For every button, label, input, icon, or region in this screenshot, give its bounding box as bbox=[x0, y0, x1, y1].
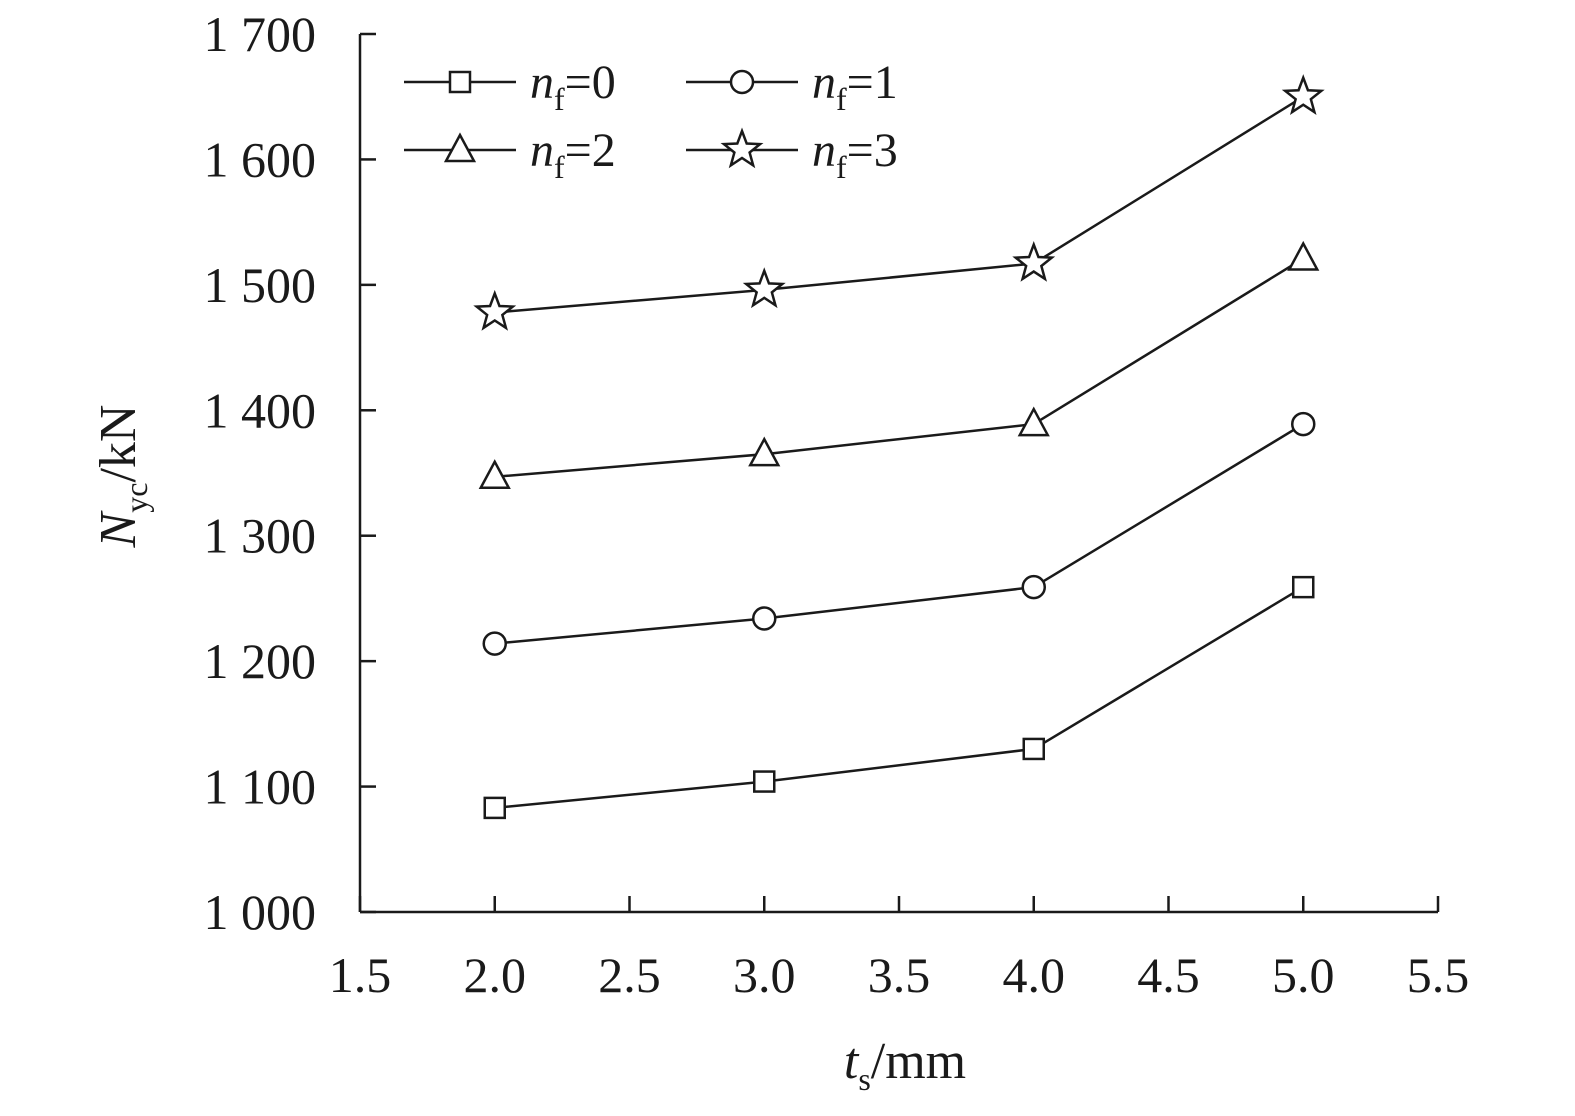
series-line bbox=[494, 257, 1304, 479]
legend-marker-triangle bbox=[443, 132, 477, 163]
x-tick-label: 4.5 bbox=[1137, 947, 1200, 1003]
data-point-star bbox=[473, 289, 517, 331]
data-point-square bbox=[483, 796, 506, 820]
axes bbox=[358, 34, 1438, 914]
y-tick-label: 1 300 bbox=[204, 508, 317, 564]
legend-marker-circle bbox=[729, 69, 755, 95]
data-point-triangle bbox=[748, 436, 781, 467]
x-tick-label: 4.0 bbox=[1003, 947, 1066, 1003]
data-point-circle bbox=[1021, 574, 1046, 600]
y-tick-label: 1 700 bbox=[204, 6, 317, 62]
legend-item: nf=2 bbox=[404, 124, 616, 185]
legend-marker-star bbox=[720, 127, 764, 169]
x-tick-label: 5.0 bbox=[1272, 947, 1335, 1003]
data-point-square bbox=[753, 770, 776, 793]
series-nf=0 bbox=[483, 575, 1315, 820]
data-point-triangle bbox=[1287, 240, 1320, 271]
legend-item: nf=3 bbox=[686, 124, 898, 185]
x-tick-label: 3.5 bbox=[868, 947, 931, 1003]
x-tick-label: 1.5 bbox=[329, 947, 392, 1003]
x-ticks: 1.5 2.0 2.5 3.0 3.5 4.0 4.5 5.0 5.5 bbox=[329, 896, 1470, 1003]
x-tick-label: 2.5 bbox=[598, 947, 661, 1003]
data-point-star bbox=[1012, 240, 1056, 282]
data-point-circle bbox=[482, 631, 507, 656]
legend: nf=0 nf=1 nf=2 nf=3 bbox=[404, 56, 898, 185]
series-nf=2 bbox=[478, 240, 1320, 490]
legend-item: nf=0 bbox=[404, 56, 616, 117]
legend-label: nf=1 bbox=[812, 56, 898, 117]
y-tick-label: 1 000 bbox=[204, 884, 317, 940]
series-layer bbox=[473, 74, 1325, 820]
legend-label: nf=2 bbox=[530, 124, 616, 185]
data-point-star bbox=[1281, 74, 1325, 115]
x-tick-label: 2.0 bbox=[464, 947, 527, 1003]
data-point-star bbox=[742, 267, 786, 309]
x-tick-label: 5.5 bbox=[1407, 947, 1470, 1003]
y-axis-title: Nyc/kN bbox=[90, 405, 154, 549]
data-point-square bbox=[1292, 575, 1315, 599]
y-tick-label: 1 400 bbox=[204, 382, 317, 438]
legend-label: nf=3 bbox=[812, 124, 898, 185]
series-nf=3 bbox=[473, 74, 1325, 331]
data-point-square bbox=[1022, 737, 1045, 761]
x-tick-label: 3.0 bbox=[733, 947, 796, 1003]
series-line bbox=[494, 423, 1304, 645]
series-line bbox=[494, 586, 1304, 810]
y-tick-label: 1 500 bbox=[204, 257, 317, 313]
data-point-circle bbox=[752, 606, 777, 631]
x-axis-title: ts/mm bbox=[844, 1033, 966, 1097]
y-tick-label: 1 200 bbox=[204, 633, 317, 689]
data-point-triangle bbox=[478, 459, 511, 490]
legend-label: nf=0 bbox=[530, 56, 616, 117]
legend-marker-square bbox=[448, 70, 472, 94]
y-tick-label: 1 100 bbox=[204, 759, 317, 815]
y-ticks: 1 000 1 100 1 200 1 300 1 400 1 500 1 600 1 700 bbox=[204, 6, 376, 940]
data-point-circle bbox=[1291, 411, 1316, 437]
data-point-triangle bbox=[1017, 406, 1050, 437]
y-tick-label: 1 600 bbox=[204, 131, 317, 187]
series-nf=1 bbox=[482, 411, 1316, 656]
series-line bbox=[494, 95, 1304, 314]
legend-item: nf=1 bbox=[686, 56, 898, 117]
